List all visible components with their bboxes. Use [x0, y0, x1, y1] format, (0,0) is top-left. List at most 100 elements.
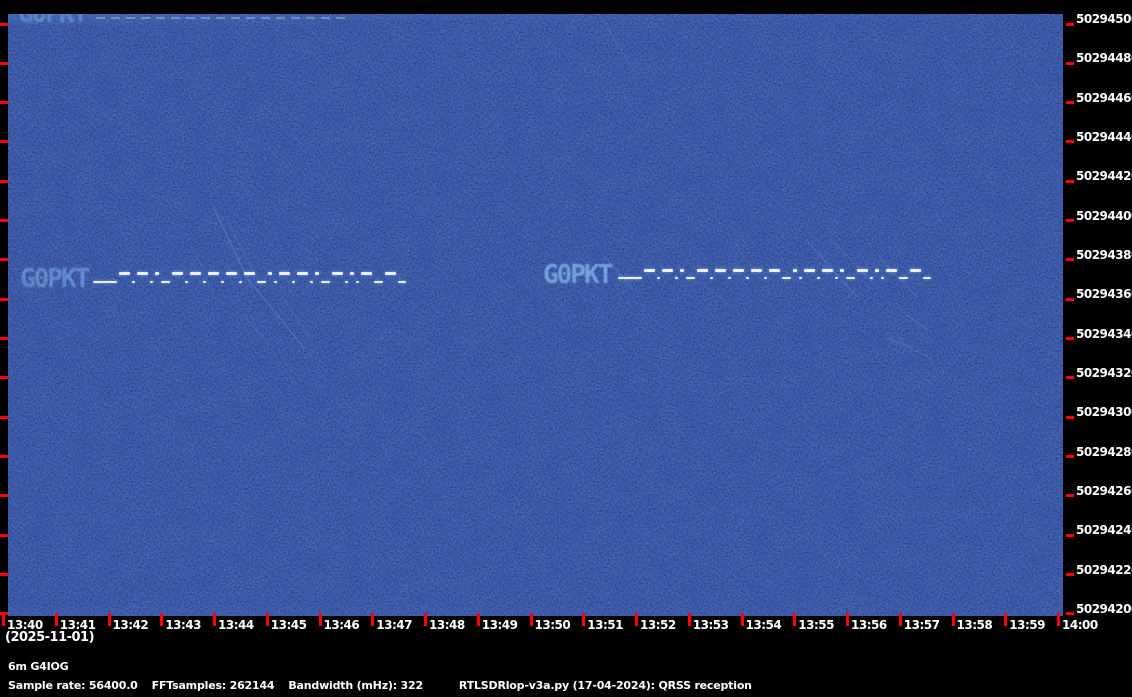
- time-tick: [635, 613, 638, 626]
- signal-callsign: G0PKT: [20, 264, 90, 294]
- time-label: 13:49: [481, 618, 518, 632]
- freq-tick-left: [0, 219, 8, 223]
- signal-dash: [132, 281, 135, 283]
- time-tick: [318, 613, 322, 626]
- time-label: 13:45: [270, 618, 307, 632]
- signal-dash: [297, 272, 308, 275]
- signal-dash: [155, 272, 159, 275]
- signal-dash: [804, 269, 815, 272]
- doppler-streak: [699, 281, 729, 305]
- doppler-streak: [227, 221, 259, 281]
- time-label: 13:58: [956, 618, 993, 632]
- signal-dash: [172, 272, 183, 275]
- noise-band-top-left: [8, 14, 308, 25]
- time-tick: [687, 613, 691, 626]
- doppler-streaks-layer: [196, 14, 933, 360]
- doppler-streak: [907, 315, 929, 331]
- freq-tick-right: [1066, 297, 1074, 301]
- time-label: 13:50: [534, 618, 571, 632]
- signal-dash: [268, 272, 272, 275]
- signal-dash: [840, 269, 844, 272]
- freq-tick-right: [1066, 573, 1074, 577]
- signal-dash: [185, 281, 188, 283]
- time-label: 13:53: [692, 618, 729, 632]
- signal-dash: [398, 281, 406, 283]
- time-tick: [951, 613, 955, 626]
- time-label: 13:47: [376, 618, 412, 632]
- freq-tick-left: [0, 376, 8, 380]
- time-tick: [846, 613, 849, 626]
- freq-tick-left: [0, 573, 8, 577]
- freq-tick-right: [1066, 258, 1074, 262]
- signal-dash: [870, 277, 873, 279]
- freq-tick-right: [1066, 533, 1074, 537]
- freq-tick-right: [1066, 376, 1074, 380]
- time-tick: [1004, 613, 1008, 626]
- doppler-streak: [598, 14, 637, 75]
- signal-dash: [886, 269, 897, 272]
- time-label: 13:46: [323, 618, 360, 632]
- signal-dash: [292, 281, 295, 283]
- time-label: 13:40: [7, 618, 43, 632]
- signal-dash: [137, 272, 148, 275]
- signal-dash: [257, 281, 266, 283]
- freq-tick-right: [1066, 179, 1074, 183]
- signal-dash: [923, 277, 931, 279]
- freq-tick-right: [1066, 494, 1074, 498]
- signal-dash: [274, 281, 277, 283]
- time-tick: [265, 613, 269, 626]
- freq-tick-left: [0, 337, 8, 341]
- signal-dash: [203, 281, 206, 283]
- app-info-label: RTLSDRlop-v3a.py (17-04-2024): QRSS rece…: [458, 679, 752, 692]
- signal-dash: [697, 269, 708, 272]
- signal-dash: [710, 277, 713, 279]
- freq-tick-right: [1066, 22, 1074, 26]
- freq-label: 50294420: [1076, 169, 1132, 184]
- time-tick: [1057, 613, 1060, 626]
- signal-dash: [244, 272, 255, 275]
- doppler-streak: [911, 348, 933, 360]
- signal-dash: [899, 277, 908, 279]
- time-label: 14:00: [1062, 618, 1098, 632]
- time-tick: [371, 613, 375, 626]
- time-label: 13:56: [851, 618, 887, 632]
- signal-dash: [374, 281, 383, 283]
- signal-dash: [190, 272, 201, 275]
- doppler-streak: [887, 337, 913, 349]
- freq-label: 50294320: [1076, 365, 1132, 380]
- signal-dash: [733, 269, 744, 272]
- signal-dash: [857, 269, 868, 272]
- freq-label: 50294220: [1076, 562, 1132, 577]
- signal-dash: [208, 272, 219, 275]
- freq-label: 50294360: [1076, 287, 1132, 302]
- signal-dash: [799, 277, 802, 279]
- signal-dash: [675, 277, 678, 279]
- time-label: 13:52: [640, 618, 676, 632]
- signal-dash: [350, 272, 354, 275]
- bandwidth-label: Bandwidth (mHz): 322: [288, 679, 423, 692]
- freq-tick-left: [0, 494, 8, 498]
- freq-tick-right: [1066, 101, 1074, 105]
- noise-layer: [8, 14, 1063, 616]
- signal-dash: [782, 277, 791, 279]
- spectrogram: G0PKT G0PKT G0PKT: [8, 14, 1063, 616]
- time-label: 13:43: [165, 618, 201, 632]
- signal-dash: [226, 272, 237, 275]
- signal-dash: [746, 277, 749, 279]
- signal-dash: [680, 269, 684, 272]
- signal-dash: [279, 272, 290, 275]
- doppler-streak: [196, 255, 216, 298]
- time-label: 13:41: [59, 618, 96, 632]
- freq-label: 50294340: [1076, 326, 1132, 341]
- freq-tick-right: [1066, 455, 1074, 459]
- signal-dash: [618, 277, 642, 279]
- signal-dash: [310, 281, 313, 283]
- time-tick: [740, 613, 744, 626]
- signal-dash: [150, 281, 153, 283]
- time-tick: [213, 613, 216, 626]
- freq-label: 50294280: [1076, 444, 1132, 459]
- freq-label: 50294400: [1076, 208, 1132, 223]
- signal-dash: [728, 277, 731, 279]
- time-label: 13:51: [587, 618, 623, 632]
